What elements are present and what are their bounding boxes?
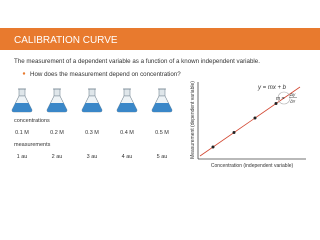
statement: The measurement of a dependent variable … xyxy=(14,58,260,65)
measurement: 2 au xyxy=(52,154,63,160)
slope-circle xyxy=(277,91,291,105)
measurement: 5 au xyxy=(157,154,168,160)
measurement: 3 au xyxy=(87,154,98,160)
measurement: 1 au xyxy=(17,154,28,160)
concentration: 0.4 M xyxy=(120,130,134,136)
point xyxy=(274,102,278,105)
flask xyxy=(11,88,33,113)
bullet: How does the measurement depend on conce… xyxy=(30,71,181,78)
measurement: 4 au xyxy=(122,154,133,160)
flask xyxy=(81,88,103,113)
measurements-label: measurements xyxy=(14,142,51,148)
point xyxy=(253,116,257,120)
slope-den: Δx xyxy=(289,99,296,104)
point xyxy=(232,131,236,134)
graph: y = mx + b m = Δy Δx Concentration (inde… xyxy=(190,81,306,169)
flask xyxy=(151,88,173,113)
bullet-dot xyxy=(22,72,26,75)
concentration: 0.5 M xyxy=(155,130,169,136)
title-bar xyxy=(0,28,320,50)
concentration: 0.3 M xyxy=(85,130,99,136)
sample-values: 0.1 M 0.2 M 0.3 M 0.4 M 0.5 M 1 au 2 au 3 au 4 a… xyxy=(15,130,169,160)
concentrations-label: concentrations xyxy=(14,118,50,124)
slope-num: Δy xyxy=(289,92,296,97)
flask xyxy=(46,88,68,113)
equation: y = mx + b xyxy=(257,85,287,91)
y-axis-label: Measurement (dependent variable) xyxy=(190,81,196,159)
concentration: 0.1 M xyxy=(15,130,29,136)
fit-line xyxy=(199,86,301,157)
title: CALIBRATION CURVE xyxy=(14,35,118,46)
slide: CALIBRATION CURVE The measurement of a d… xyxy=(0,28,320,169)
page: {"header": {"title": "CALIBRATION CURVE"… xyxy=(0,28,320,169)
slope-m: m = xyxy=(276,96,285,102)
concentration: 0.2 M xyxy=(50,130,64,136)
flask xyxy=(116,88,138,113)
point xyxy=(211,145,215,149)
flasks xyxy=(11,88,173,113)
x-axis-label: Concentration (independent variable) xyxy=(211,163,294,169)
